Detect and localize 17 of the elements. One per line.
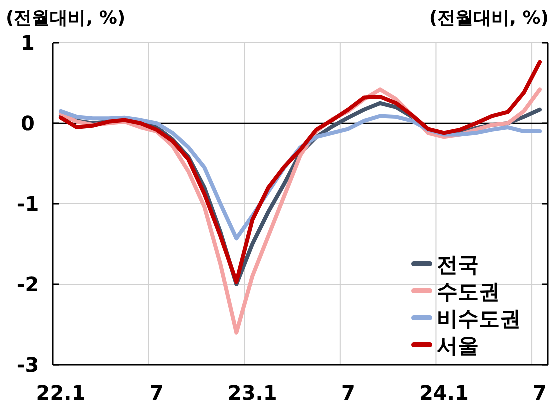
x-tick-label: 23.1 [228, 381, 278, 405]
y-axis-title: (전월대비, %) [6, 8, 126, 29]
y-tick-label: 0 [21, 112, 35, 136]
x-tick-label: 7 [150, 381, 164, 405]
legend-label: 전국 [437, 253, 479, 277]
y-tick-label: 1 [21, 31, 35, 55]
x-tick-label: 7 [341, 381, 356, 405]
y-tick-label: -3 [16, 353, 40, 377]
legend-label: 비수도권 [437, 307, 521, 331]
y-tick-label: -1 [16, 192, 40, 216]
x-tick-label: 22.1 [36, 381, 86, 405]
y-tick-label: -2 [16, 272, 40, 296]
legend-label: 수도권 [437, 280, 500, 304]
y2-axis-title: (전월대비, %) [429, 8, 549, 29]
legend-label: 서울 [437, 334, 479, 358]
x-tick-label: 7 [533, 381, 547, 405]
x-tick-label: 24.1 [420, 381, 469, 405]
